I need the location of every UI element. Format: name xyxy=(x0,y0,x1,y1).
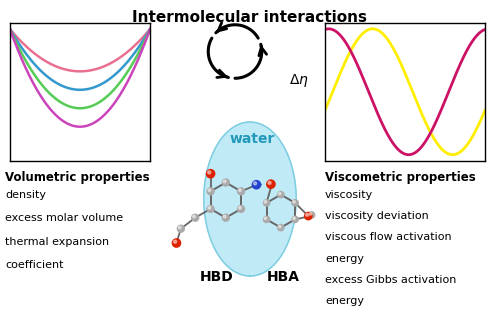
Circle shape xyxy=(293,217,295,220)
Text: density: density xyxy=(5,190,46,200)
Circle shape xyxy=(238,206,241,209)
Text: viscosity deviation: viscosity deviation xyxy=(325,211,429,221)
Circle shape xyxy=(206,205,214,213)
Text: Viscometric properties: Viscometric properties xyxy=(325,171,476,184)
Circle shape xyxy=(178,226,181,229)
Circle shape xyxy=(252,180,262,190)
Circle shape xyxy=(237,187,245,195)
Circle shape xyxy=(206,187,214,195)
Text: energy: energy xyxy=(325,254,364,264)
Circle shape xyxy=(306,213,308,216)
Circle shape xyxy=(191,213,200,222)
Circle shape xyxy=(222,178,230,187)
Circle shape xyxy=(238,189,241,192)
Text: HBD: HBD xyxy=(200,270,234,284)
Circle shape xyxy=(208,206,210,209)
Circle shape xyxy=(262,215,270,223)
Circle shape xyxy=(208,189,210,192)
Circle shape xyxy=(172,238,181,248)
Text: HBA: HBA xyxy=(266,270,300,284)
Circle shape xyxy=(254,182,256,185)
Circle shape xyxy=(277,224,284,232)
Text: Intermolecular interactions: Intermolecular interactions xyxy=(132,10,368,25)
Circle shape xyxy=(291,215,299,223)
Circle shape xyxy=(264,201,266,203)
Circle shape xyxy=(264,217,266,220)
Circle shape xyxy=(310,213,312,215)
Text: Volumetric properties: Volumetric properties xyxy=(5,171,150,184)
Text: viscous flow activation: viscous flow activation xyxy=(325,232,452,242)
Circle shape xyxy=(262,199,270,207)
Circle shape xyxy=(237,205,245,213)
Circle shape xyxy=(192,215,196,218)
Text: viscosity: viscosity xyxy=(325,190,373,200)
Circle shape xyxy=(266,179,276,189)
Circle shape xyxy=(278,192,281,195)
Text: thermal expansion: thermal expansion xyxy=(5,237,109,247)
Circle shape xyxy=(222,213,230,222)
Y-axis label: $\Delta\eta$: $\Delta\eta$ xyxy=(290,72,310,89)
Circle shape xyxy=(206,169,216,179)
Text: coefficient: coefficient xyxy=(5,260,64,270)
Circle shape xyxy=(304,212,312,221)
Circle shape xyxy=(176,224,185,233)
Circle shape xyxy=(224,215,226,218)
Circle shape xyxy=(174,240,176,243)
Circle shape xyxy=(291,199,299,207)
Circle shape xyxy=(224,180,226,183)
Circle shape xyxy=(208,171,211,174)
Text: energy: energy xyxy=(325,296,364,306)
Circle shape xyxy=(308,211,316,219)
Circle shape xyxy=(277,191,284,198)
Polygon shape xyxy=(204,122,296,276)
Circle shape xyxy=(293,201,295,203)
Text: excess Gibbs activation: excess Gibbs activation xyxy=(325,275,456,285)
Text: water: water xyxy=(230,131,275,146)
Text: excess molar volume: excess molar volume xyxy=(5,213,123,223)
Circle shape xyxy=(268,181,271,185)
Circle shape xyxy=(278,225,281,228)
